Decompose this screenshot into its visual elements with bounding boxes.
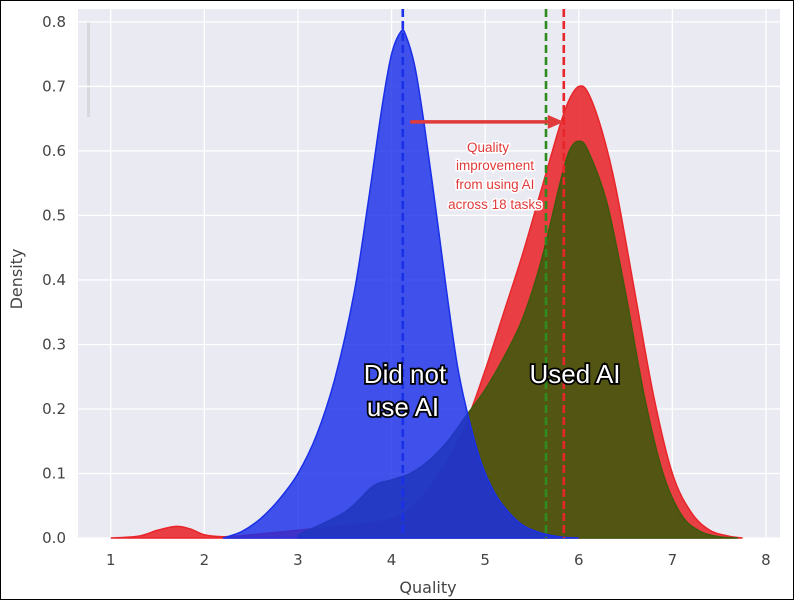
y-tick-label: 0.2 — [42, 400, 66, 418]
mean-lines — [401, 9, 566, 538]
y-tick-label: 0.8 — [42, 13, 66, 31]
left-axis-fade-mark — [87, 21, 90, 117]
no-ai-density — [222, 28, 579, 539]
y-tick-label: 0.4 — [42, 271, 66, 289]
used-ai-label: Used AI — [529, 359, 620, 389]
x-tick-label: 5 — [480, 551, 490, 569]
x-tick-label: 8 — [761, 551, 771, 569]
x-tick-label: 2 — [200, 551, 210, 569]
note-line-4: across 18 tasks — [448, 197, 542, 212]
arrow-head — [547, 114, 564, 129]
y-tick-label: 0.3 — [42, 335, 66, 353]
x-tick-label: 6 — [574, 551, 584, 569]
x-axis-label: Quality — [399, 578, 456, 597]
y-tick-label: 0.7 — [42, 77, 66, 95]
y-tick-label: 0.1 — [42, 464, 66, 482]
x-tick-label: 1 — [106, 551, 116, 569]
y-tick-label: 0.6 — [42, 142, 66, 160]
y-tick-label: 0.5 — [42, 206, 66, 224]
note-line-2: improvement — [456, 158, 534, 173]
note-line-1: Quality — [467, 140, 509, 155]
x-tick-label: 7 — [668, 551, 678, 569]
x-tick-label: 3 — [293, 551, 303, 569]
did-not-use-ai-label-line-2: use AI — [367, 392, 439, 422]
improvement-arrow — [410, 114, 564, 129]
x-tick-label: 4 — [387, 551, 397, 569]
tick-labels: 1 2 3 4 5 6 7 8 0.0 0.1 0.2 0.3 0.4 0.5 0.6 0.7 0.8 — [42, 13, 771, 569]
note-line-3: from using AI — [456, 177, 535, 192]
did-not-use-ai-label-line-1: Did not — [364, 359, 447, 389]
y-tick-label: 0.0 — [42, 529, 66, 547]
y-axis-label: Density — [7, 249, 26, 310]
density-areas — [110, 28, 743, 539]
